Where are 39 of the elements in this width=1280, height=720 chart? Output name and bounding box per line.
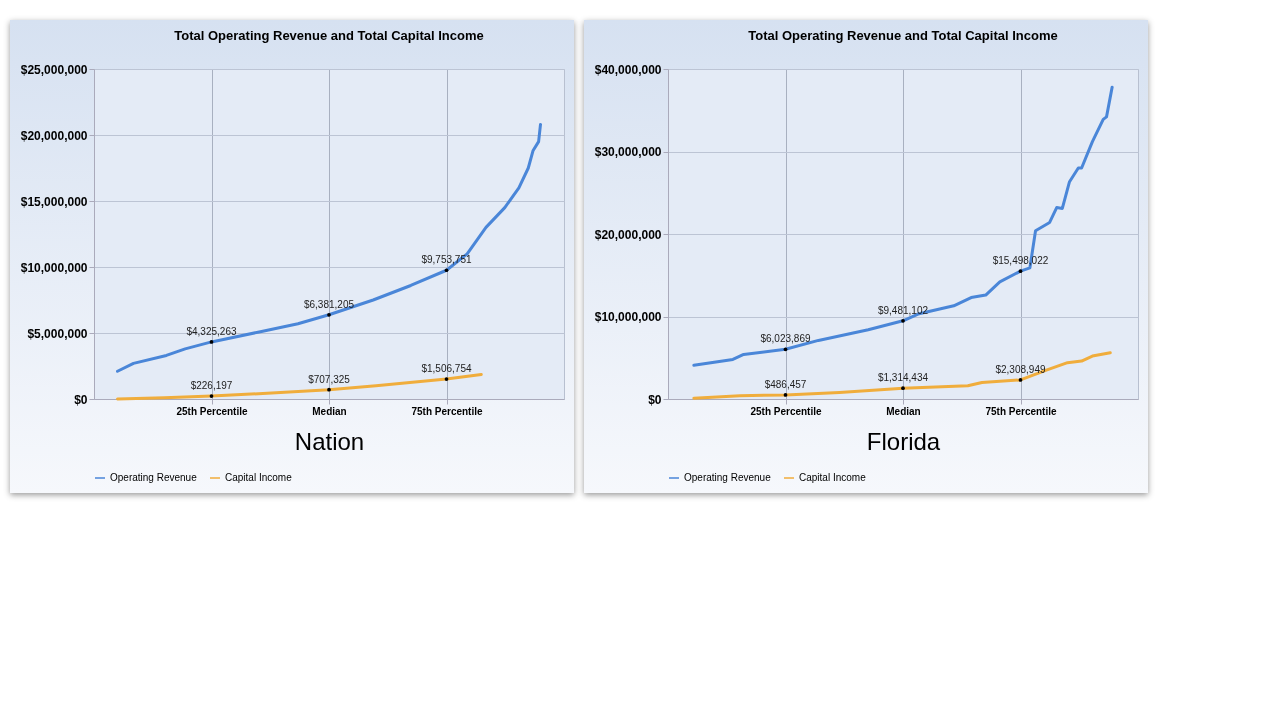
y-tick-label: $20,000,000	[20, 128, 88, 143]
line-series	[692, 85, 1114, 367]
annotation: $1,314,434	[877, 372, 929, 384]
x-tick-label: Median	[312, 405, 347, 417]
annotation: $2,308,949	[995, 363, 1046, 375]
y-tick-label: $0	[648, 392, 662, 407]
legend-label: Capital Income	[799, 472, 867, 483]
y-tick-label: $10,000,000	[20, 260, 88, 275]
x-tick-label: 25th Percentile	[750, 405, 822, 417]
annotation: $6,381,205	[303, 298, 355, 310]
annotation: $486,457	[764, 378, 807, 390]
legend-label: Operating Revenue	[684, 472, 772, 483]
chart-title: Total Operating Revenue and Total Capital Income	[748, 28, 1058, 43]
y-tick-label: $0	[74, 392, 88, 407]
legend-label: Capital Income	[225, 472, 293, 483]
line-series	[116, 372, 483, 401]
annotation: $226,197	[190, 380, 233, 392]
annotation: $6,023,869	[760, 333, 811, 345]
annotation: $1,506,754	[421, 363, 472, 375]
y-tick-label: $15,000,000	[20, 194, 88, 209]
y-tick-label: $5,000,000	[27, 326, 88, 341]
y-tick-label: $30,000,000	[594, 145, 662, 159]
x-tick-label: 75th Percentile	[985, 405, 1057, 417]
annotation: $9,481,102	[877, 304, 929, 316]
x-tick-label: Median	[886, 405, 921, 417]
x-axis-title: Nation	[294, 427, 365, 455]
chart-title: Total Operating Revenue and Total Capital Income	[174, 28, 484, 43]
annotation: $4,325,263	[186, 325, 237, 337]
y-tick-label: $10,000,000	[594, 310, 662, 324]
legend-label: Operating Revenue	[110, 472, 198, 483]
y-tick-label: $20,000,000	[594, 227, 662, 242]
line-series	[692, 351, 1112, 400]
annotation: $707,325	[308, 373, 351, 385]
x-axis-title: Florida	[866, 427, 941, 455]
y-tick-label: $25,000,000	[20, 62, 88, 77]
y-tick-label: $40,000,000	[594, 62, 662, 77]
x-tick-label: 25th Percentile	[176, 405, 248, 417]
line-series	[116, 122, 542, 373]
x-tick-label: 75th Percentile	[411, 405, 483, 417]
